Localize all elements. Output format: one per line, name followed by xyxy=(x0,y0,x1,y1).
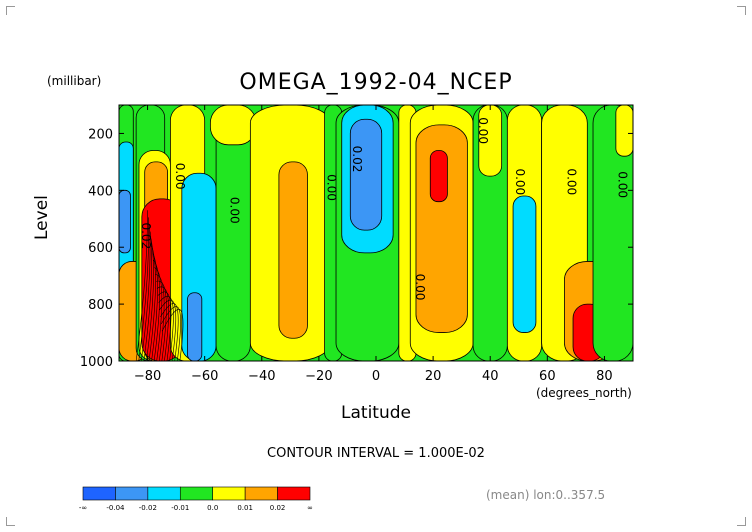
colorbar-label: -0.02 xyxy=(139,504,157,512)
x-tick-label: −40 xyxy=(248,369,275,384)
contour-label: 0.00 xyxy=(476,117,490,144)
contour-region xyxy=(118,189,131,254)
contour-region xyxy=(429,150,448,203)
contour-label: 0.00 xyxy=(324,174,338,201)
contour-line xyxy=(158,296,174,362)
x-unit-label: (degrees_north) xyxy=(536,386,632,400)
x-tick-label: 40 xyxy=(482,369,499,384)
contour-region xyxy=(187,292,203,362)
contour-label: 0.02 xyxy=(350,146,364,173)
x-tick-label: −80 xyxy=(134,369,161,384)
y-tick-label: 200 xyxy=(88,127,113,142)
y-tick-label: 400 xyxy=(88,184,113,199)
contour-line xyxy=(161,309,184,362)
x-tick-label: −20 xyxy=(305,369,332,384)
contour-interval-note: CONTOUR INTERVAL = 1.000E-02 xyxy=(267,446,485,461)
contour-label: 0.02 xyxy=(139,222,153,249)
contour-label: 0.00 xyxy=(616,171,630,198)
x-tick-label: 60 xyxy=(539,369,556,384)
colorbar-label: -∞ xyxy=(79,504,87,512)
colorbar: -∞ -0.04 -0.02 -0.01 0.0 0.01 0.02 ∞ xyxy=(79,486,313,512)
corner-mark-bottom-right xyxy=(737,517,746,526)
contour-label: 0.00 xyxy=(564,168,578,195)
contour-label: 0.00 xyxy=(413,274,427,301)
colorbar-swatch xyxy=(179,486,214,501)
contour-labels: 0.00 0.00 0.00 0.02 0.00 0.00 0.00 0.00 0.00 0.02 xyxy=(139,117,630,300)
colorbar-swatch xyxy=(82,486,116,501)
contour-region xyxy=(349,118,383,231)
colorbar-swatch xyxy=(147,486,181,501)
contour-line xyxy=(135,210,148,362)
contour-region xyxy=(615,104,634,157)
contour-line xyxy=(155,273,165,362)
contour-line xyxy=(153,259,160,362)
colorbar-swatch xyxy=(277,486,311,501)
y-unit-label: (millibar) xyxy=(47,74,102,88)
contour-line xyxy=(148,245,156,362)
contour-line xyxy=(156,280,167,362)
axes: −80 −60 −40 −20 0 20 40 60 80 200 400 600 800 1000 xyxy=(80,105,633,384)
colorbar-swatch xyxy=(244,486,278,501)
plot-area xyxy=(118,104,634,362)
contour-region xyxy=(512,195,537,333)
y-tick-label: 600 xyxy=(88,241,113,256)
corner-mark-bottom-left xyxy=(6,517,15,526)
contour-label: 0.00 xyxy=(227,197,241,224)
colorbar-swatch xyxy=(115,486,149,501)
corner-mark-top-left xyxy=(6,6,15,15)
x-tick-label: 0 xyxy=(372,369,380,384)
contour-label: 0.00 xyxy=(513,168,527,195)
contour-region xyxy=(415,124,468,333)
contour-line xyxy=(156,286,169,362)
chart-title: OMEGA_1992-04_NCEP xyxy=(239,70,513,95)
x-tick-label: 20 xyxy=(425,369,442,384)
contour-line xyxy=(157,291,172,362)
colorbar-swatch xyxy=(212,486,246,501)
colorbar-label: 0.01 xyxy=(237,504,253,512)
y-tick-label: 1000 xyxy=(80,355,113,370)
x-axis-label: Latitude xyxy=(341,403,411,423)
contour-line xyxy=(138,217,149,362)
contour-region xyxy=(209,104,257,146)
contour-line xyxy=(151,252,158,362)
contour-label: 0.00 xyxy=(173,163,187,190)
contour-line xyxy=(143,231,153,362)
colorbar-label: -0.04 xyxy=(106,504,125,512)
colorbar-label: ∞ xyxy=(307,504,313,512)
contour-line xyxy=(160,303,179,362)
contour-region xyxy=(278,161,308,339)
colorbar-label: -0.01 xyxy=(171,504,189,512)
colorbar-label: 0.02 xyxy=(270,504,286,512)
mean-note: (mean) lon:0..357.5 xyxy=(486,488,606,502)
corner-mark-top-right xyxy=(737,6,746,15)
x-tick-label: 80 xyxy=(596,369,613,384)
contour-line xyxy=(154,266,163,362)
contour-line xyxy=(159,299,177,362)
contour-line xyxy=(140,224,151,362)
colorbar-label: 0.0 xyxy=(207,504,218,512)
y-tick-label: 800 xyxy=(88,298,113,313)
x-tick-label: −60 xyxy=(191,369,218,384)
